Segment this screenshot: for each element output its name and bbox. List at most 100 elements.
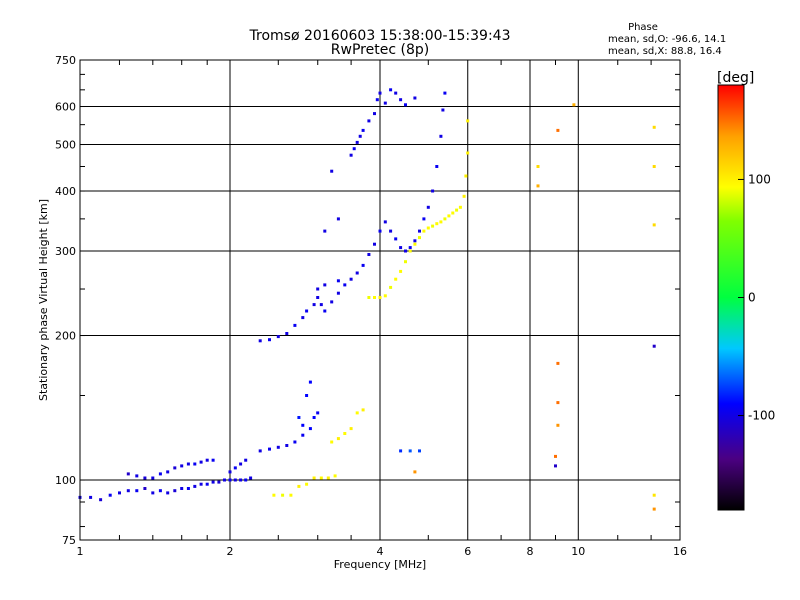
data-point bbox=[297, 416, 301, 419]
data-point bbox=[289, 493, 293, 497]
data-point bbox=[126, 489, 130, 493]
data-point bbox=[536, 184, 540, 188]
phase-stats-o: mean, sd,O: -96.6, 14.1 bbox=[608, 34, 726, 45]
data-point bbox=[312, 303, 316, 307]
data-point bbox=[413, 239, 417, 243]
data-point bbox=[367, 296, 371, 299]
data-point bbox=[312, 476, 316, 480]
data-point bbox=[455, 208, 459, 212]
x-tick-label: 4 bbox=[377, 545, 384, 558]
plot-frame bbox=[79, 59, 681, 541]
data-point bbox=[439, 134, 443, 138]
data-point bbox=[378, 296, 382, 299]
data-point bbox=[378, 229, 382, 233]
data-point bbox=[394, 91, 398, 95]
data-point bbox=[652, 507, 656, 511]
data-point bbox=[383, 294, 387, 298]
data-point bbox=[211, 458, 215, 462]
y-tick-label: 100 bbox=[55, 474, 76, 487]
data-point bbox=[205, 482, 209, 486]
data-point bbox=[355, 411, 359, 415]
data-point bbox=[244, 458, 248, 462]
data-point bbox=[361, 128, 365, 132]
data-point bbox=[413, 470, 417, 474]
x-tick-label: 2 bbox=[227, 545, 234, 558]
data-point bbox=[443, 91, 447, 95]
y-tick-label: 200 bbox=[55, 330, 76, 343]
data-point bbox=[408, 246, 412, 250]
data-point bbox=[199, 460, 203, 464]
data-point bbox=[413, 96, 417, 100]
data-point bbox=[389, 88, 393, 92]
data-point bbox=[308, 427, 312, 431]
data-point bbox=[276, 335, 280, 339]
data-point bbox=[319, 303, 323, 307]
data-point bbox=[554, 464, 557, 468]
data-point bbox=[323, 283, 327, 287]
y-tick-label: 600 bbox=[55, 101, 76, 114]
data-point bbox=[143, 487, 147, 490]
data-point bbox=[336, 437, 340, 441]
data-point bbox=[389, 285, 393, 289]
data-point bbox=[223, 478, 226, 482]
data-point bbox=[355, 271, 359, 275]
data-point bbox=[89, 495, 93, 499]
data-point bbox=[258, 339, 262, 343]
data-point bbox=[422, 217, 426, 221]
data-point bbox=[336, 217, 340, 221]
data-point bbox=[389, 229, 393, 233]
phase-title: Phase bbox=[628, 22, 658, 33]
data-point bbox=[447, 214, 451, 218]
data-point bbox=[431, 224, 435, 228]
x-tick-labels: 1 2 4 6 8 10 16 bbox=[77, 545, 688, 558]
data-point bbox=[316, 287, 320, 291]
data-point bbox=[652, 493, 656, 497]
data-point bbox=[186, 487, 190, 490]
data-point bbox=[404, 260, 407, 264]
data-point bbox=[158, 472, 162, 476]
data-point bbox=[399, 449, 403, 453]
series-x-mode bbox=[272, 103, 656, 511]
data-point bbox=[336, 291, 340, 295]
data-point bbox=[367, 119, 371, 123]
y-tick-label: 300 bbox=[55, 245, 76, 258]
data-point bbox=[281, 493, 285, 497]
data-point bbox=[556, 401, 560, 405]
data-point bbox=[330, 440, 334, 444]
data-point bbox=[462, 194, 466, 198]
data-point bbox=[466, 119, 470, 123]
data-point bbox=[355, 140, 359, 144]
data-point bbox=[180, 464, 184, 468]
data-point bbox=[426, 226, 430, 230]
data-point bbox=[173, 489, 177, 493]
plot-grid bbox=[80, 60, 680, 540]
data-point bbox=[458, 205, 462, 209]
x-tick-label: 6 bbox=[464, 545, 471, 558]
data-point bbox=[556, 128, 560, 132]
data-point bbox=[293, 440, 297, 444]
data-point bbox=[336, 279, 340, 283]
data-point bbox=[308, 380, 312, 384]
data-point bbox=[151, 476, 155, 480]
data-point bbox=[301, 423, 305, 427]
data-point bbox=[361, 263, 365, 267]
data-point bbox=[413, 242, 417, 246]
data-point bbox=[404, 103, 407, 107]
data-point bbox=[441, 108, 445, 112]
data-point bbox=[126, 472, 130, 476]
series-o-mode bbox=[78, 88, 656, 502]
data-point bbox=[173, 466, 177, 470]
data-point bbox=[228, 470, 232, 474]
y-tick-label: 750 bbox=[55, 54, 76, 67]
data-point bbox=[572, 103, 576, 107]
data-point bbox=[358, 134, 362, 138]
data-point bbox=[239, 478, 243, 482]
data-point bbox=[373, 296, 376, 299]
data-point bbox=[399, 98, 403, 102]
data-point bbox=[418, 236, 421, 240]
data-point bbox=[233, 466, 237, 470]
data-point bbox=[375, 98, 379, 102]
data-point bbox=[394, 237, 398, 241]
data-point bbox=[199, 482, 203, 486]
data-point bbox=[383, 101, 387, 105]
